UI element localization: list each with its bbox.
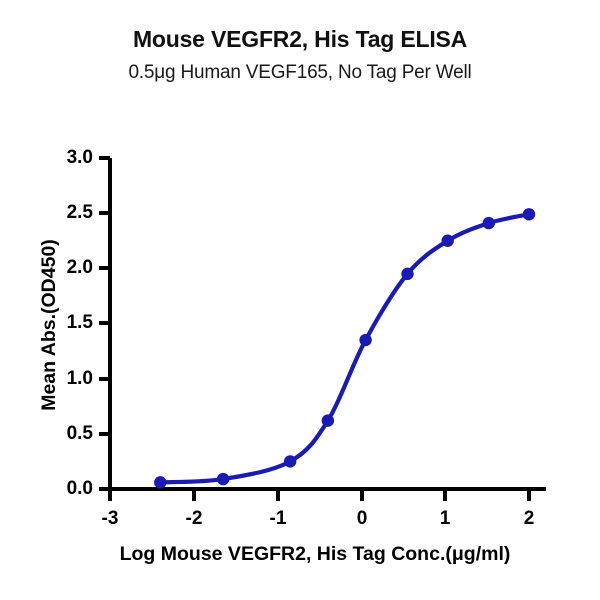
y-tick-label: 2.5 [67, 202, 94, 223]
y-tick-label: 1.0 [67, 368, 93, 389]
x-axis-tick-labels: -3 -2 -1 0 1 2 [102, 508, 535, 529]
y-axis-title: Mean Abs.(OD450) [38, 239, 60, 411]
x-tick-label: 0 [357, 508, 368, 529]
x-axis-ticks [108, 489, 531, 501]
data-point-marker [321, 414, 335, 427]
data-point-marker [283, 455, 297, 468]
data-point-marker [216, 472, 230, 486]
y-axis-tick-labels: 3.0 2.5 2.0 1.5 1.0 0.5 0.0 [67, 147, 94, 499]
y-tick-label: 3.0 [67, 147, 93, 168]
y-tick-label: 2.0 [67, 257, 93, 278]
x-tick-label: 2 [524, 508, 535, 529]
y-tick-label: 0.0 [67, 478, 93, 499]
y-tick-label: 1.5 [67, 312, 94, 333]
data-point-marker [482, 216, 495, 230]
data-point-marker [359, 333, 372, 347]
data-point-marker [522, 208, 536, 221]
chart-subtitle: 0.5μg Human VEGF165, No Tag Per Well [128, 62, 472, 83]
data-point-marker [154, 476, 167, 489]
data-point-marker [441, 234, 454, 247]
x-tick-label: 1 [440, 508, 451, 529]
data-point-marker [401, 267, 414, 281]
chart-title: Mouse VEGFR2, His Tag ELISA [132, 26, 468, 52]
data-series-layer [154, 208, 536, 489]
x-tick-label: -1 [270, 508, 287, 529]
y-tick-label: 0.5 [67, 423, 94, 444]
x-axis-title: Log Mouse VEGFR2, His Tag Conc.(μg/ml) [120, 543, 511, 565]
series-line [158, 212, 532, 485]
x-tick-label: -3 [102, 508, 119, 529]
x-tick-label: -2 [186, 508, 203, 529]
